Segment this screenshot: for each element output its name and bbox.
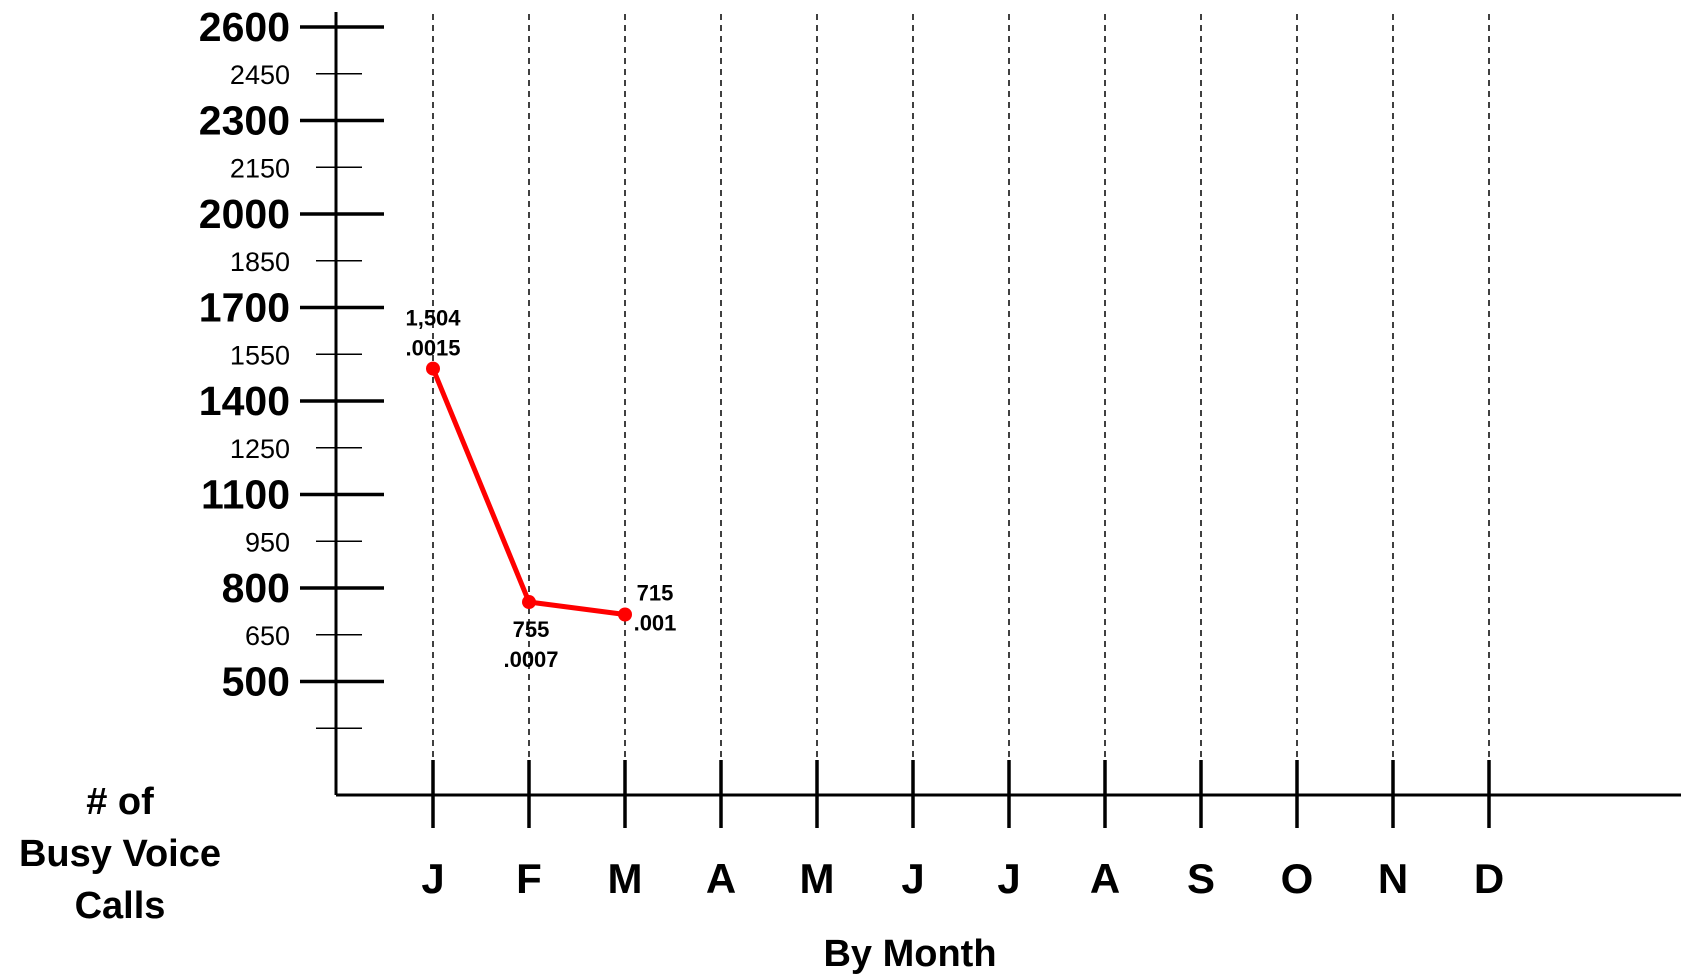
x-tick-label-3: A — [706, 855, 736, 902]
series-line: 1,504 .0015 755 .0007 715 .001 — [405, 306, 676, 672]
x-tick-label-1: F — [516, 855, 542, 902]
y-major-tick-label-2: 2000 — [199, 191, 290, 237]
y-minor-tick-label-2: 1850 — [230, 247, 290, 277]
data-label-2-line-1: .001 — [634, 610, 677, 635]
grid-lines — [432, 14, 1490, 760]
y-major-tick-label-3: 1700 — [199, 285, 290, 331]
data-point-2 — [618, 607, 632, 622]
y-ticks: 2600 2300 2000 1700 1400 1100 800 500 2450 2150 18… — [199, 4, 384, 729]
x-tick-label-4: M — [800, 855, 835, 902]
y-major-tick-label-6: 800 — [222, 565, 290, 611]
x-tick-label-9: O — [1281, 855, 1314, 902]
y-minor-tick-label-5: 950 — [245, 527, 290, 557]
y-major-tick-label-5: 1100 — [201, 472, 290, 518]
y-axis-title-line-2: Busy Voice — [19, 833, 221, 875]
axis-titles: # of Busy Voice Calls By Month — [19, 781, 997, 975]
y-axis-title-line-1: # of — [86, 781, 154, 823]
y-major-tick-label-4: 1400 — [199, 378, 290, 424]
x-tick-label-10: N — [1378, 855, 1408, 902]
data-label-1-line-0: 755 — [513, 617, 550, 642]
data-label-0-line-1: .0015 — [405, 336, 460, 361]
data-label-0-line-0: 1,504 — [405, 306, 461, 331]
data-point-0 — [426, 361, 440, 376]
x-tick-label-2: M — [608, 855, 643, 902]
y-major-tick-label-0: 2600 — [199, 4, 290, 50]
x-tick-label-6: J — [997, 855, 1020, 902]
y-minor-tick-label-6: 650 — [245, 621, 290, 651]
x-tick-label-7: A — [1090, 855, 1120, 902]
x-tick-label-11: D — [1474, 855, 1504, 902]
x-axis-title: By Month — [823, 933, 996, 975]
x-tick-label-0: J — [421, 855, 444, 902]
y-minor-tick-label-0: 2450 — [230, 60, 290, 90]
x-tick-label-5: J — [901, 855, 924, 902]
data-label-1-line-1: .0007 — [503, 647, 558, 672]
y-minor-tick-label-3: 1550 — [230, 340, 290, 370]
y-minor-tick-label-4: 1250 — [230, 434, 290, 464]
x-tick-label-8: S — [1187, 855, 1215, 902]
y-major-tick-label-1: 2300 — [199, 98, 290, 144]
data-label-2-line-0: 715 — [637, 580, 674, 605]
y-axis-title-line-3: Calls — [75, 885, 166, 927]
y-minor-tick-label-1: 2150 — [230, 153, 290, 183]
y-major-tick-label-7: 500 — [222, 659, 290, 705]
data-point-1 — [522, 595, 536, 610]
